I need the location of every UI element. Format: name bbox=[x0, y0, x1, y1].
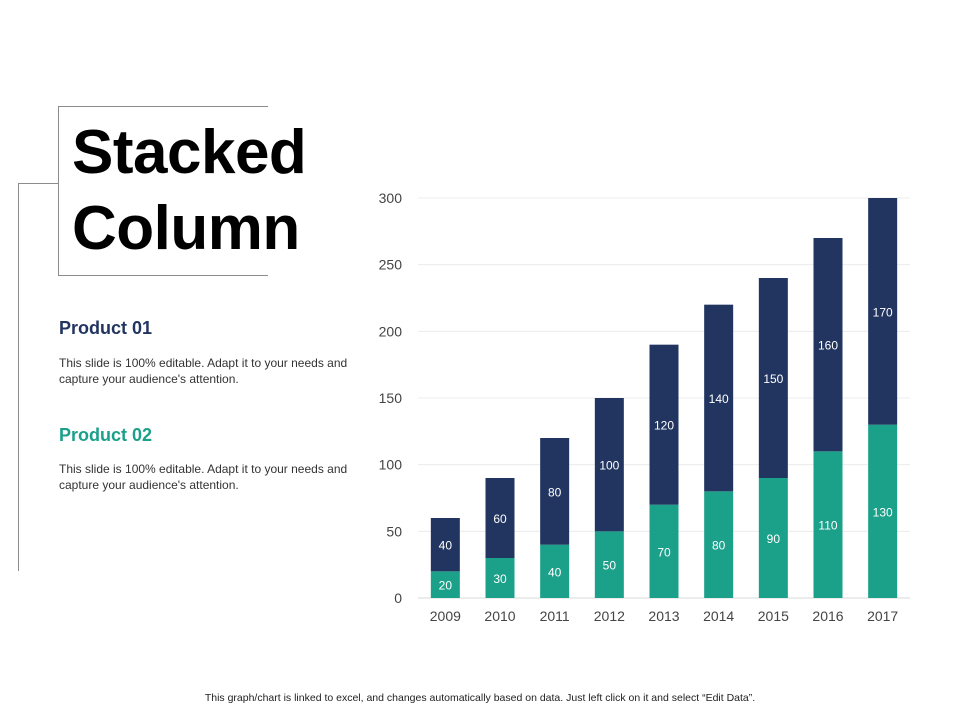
data-label-product-02-2009: 20 bbox=[439, 579, 453, 593]
bar-product-01-2012 bbox=[594, 398, 624, 532]
slide-title-line-1: Stacked bbox=[72, 118, 307, 187]
bar-product-01-2017 bbox=[868, 198, 898, 425]
data-label-product-01-2011: 80 bbox=[548, 485, 562, 499]
title-frame-top-border bbox=[58, 106, 268, 107]
y-tick-label-100: 100 bbox=[379, 457, 403, 473]
bar-product-02-2010 bbox=[485, 558, 515, 598]
decor-vertical-line bbox=[18, 183, 19, 571]
bar-product-02-2015 bbox=[758, 478, 788, 598]
slide-title-line-2: Column bbox=[72, 194, 300, 263]
x-tick-label-2016: 2016 bbox=[812, 608, 843, 624]
x-tick-label-2013: 2013 bbox=[648, 608, 679, 624]
bar-product-02-2013 bbox=[649, 504, 679, 598]
footer-note: This graph/chart is linked to excel, and… bbox=[204, 692, 756, 704]
data-label-product-01-2015: 150 bbox=[763, 372, 783, 386]
product-02-description: This slide is 100% editable. Adapt it to… bbox=[59, 462, 348, 492]
data-label-product-02-2012: 50 bbox=[603, 559, 617, 573]
data-label-product-02-2017: 130 bbox=[873, 505, 893, 519]
data-label-product-01-2012: 100 bbox=[599, 459, 619, 473]
product-02-title: Product 02 bbox=[59, 425, 153, 445]
bar-product-02-2014 bbox=[704, 491, 734, 598]
data-label-product-02-2014: 80 bbox=[712, 539, 726, 553]
bar-product-01-2014 bbox=[704, 304, 734, 492]
y-tick-label-250: 250 bbox=[379, 257, 403, 273]
y-tick-label-150: 150 bbox=[379, 390, 403, 406]
bar-product-01-2010 bbox=[485, 478, 515, 558]
x-tick-label-2009: 2009 bbox=[430, 608, 461, 624]
data-label-product-02-2016: 110 bbox=[818, 519, 837, 533]
y-tick-label-0: 0 bbox=[394, 590, 402, 606]
data-label-product-02-2013: 70 bbox=[657, 545, 671, 559]
bar-product-01-2015 bbox=[758, 278, 788, 478]
x-tick-label-2015: 2015 bbox=[758, 608, 789, 624]
bar-product-02-2016 bbox=[813, 451, 843, 598]
bar-product-01-2009 bbox=[430, 518, 460, 572]
product-01-description: This slide is 100% editable. Adapt it to… bbox=[59, 356, 348, 386]
y-tick-label-300: 300 bbox=[379, 190, 403, 206]
data-label-product-01-2016: 160 bbox=[818, 339, 838, 353]
title-frame-bottom-border bbox=[58, 275, 268, 276]
x-tick-label-2012: 2012 bbox=[594, 608, 625, 624]
data-label-product-02-2015: 90 bbox=[767, 532, 781, 546]
bar-product-01-2011 bbox=[540, 438, 570, 545]
bar-product-02-2011 bbox=[540, 544, 570, 598]
bar-product-01-2013 bbox=[649, 344, 679, 505]
x-tick-label-2011: 2011 bbox=[540, 608, 570, 624]
data-label-product-01-2014: 140 bbox=[709, 392, 729, 406]
data-label-product-01-2010: 60 bbox=[493, 512, 507, 526]
title-frame bbox=[58, 106, 268, 276]
bar-product-02-2009 bbox=[430, 571, 460, 598]
data-label-product-01-2017: 170 bbox=[873, 305, 893, 319]
data-label-product-01-2013: 120 bbox=[654, 419, 674, 433]
data-label-product-02-2011: 40 bbox=[548, 565, 562, 579]
title-frame-left-border bbox=[58, 106, 59, 276]
bar-product-02-2012 bbox=[594, 531, 624, 598]
data-label-product-02-2010: 30 bbox=[493, 572, 507, 586]
product-01-title: Product 01 bbox=[59, 318, 153, 338]
x-tick-label-2017: 2017 bbox=[867, 608, 898, 624]
y-tick-label-50: 50 bbox=[386, 523, 402, 539]
bar-product-02-2017 bbox=[868, 424, 898, 598]
x-tick-label-2014: 2014 bbox=[703, 608, 734, 624]
y-tick-label-200: 200 bbox=[379, 323, 403, 339]
x-tick-label-2010: 2010 bbox=[484, 608, 515, 624]
data-label-product-01-2009: 40 bbox=[439, 539, 453, 553]
decor-horizontal-line bbox=[18, 183, 58, 184]
bar-product-01-2016 bbox=[813, 238, 843, 452]
